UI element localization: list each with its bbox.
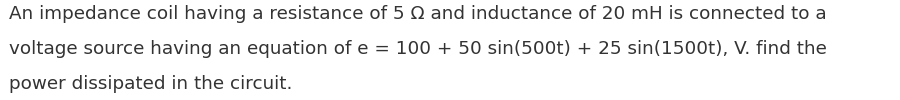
Text: power dissipated in the circuit.: power dissipated in the circuit. bbox=[9, 75, 292, 93]
Text: An impedance coil having a resistance of 5 Ω and inductance of 20 mH is connecte: An impedance coil having a resistance of… bbox=[9, 5, 826, 23]
Text: voltage source having an equation of e = 100 + 50 sin(500t) + 25 sin(1500t), V. : voltage source having an equation of e =… bbox=[9, 40, 827, 58]
